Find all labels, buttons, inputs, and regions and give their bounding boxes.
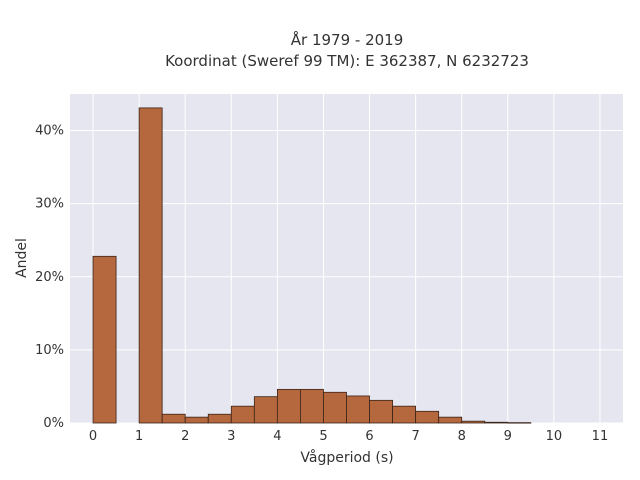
x-axis-ticks: 0 1 2 3 4 5 6 7 8 9 10 11 — [89, 429, 608, 444]
bar-1 — [138, 107, 163, 424]
bar-11 — [369, 399, 393, 424]
y-tick-label: 20% — [35, 270, 64, 285]
x-tick-label: 10 — [546, 429, 563, 444]
x-tick-label: 0 — [89, 429, 97, 444]
bars — [92, 107, 532, 424]
x-tick-label: 6 — [365, 429, 373, 444]
x-tick-label: 5 — [319, 429, 327, 444]
chart-title-line-2: Koordinat (Sweref 99 TM): E 362387, N 62… — [165, 52, 529, 70]
y-tick-label: 0% — [43, 416, 64, 431]
bar-4 — [207, 413, 232, 424]
y-axis-title: Andel — [14, 238, 30, 278]
chart-title: År 1979 - 2019 Koordinat (Sweref 99 TM):… — [165, 30, 529, 70]
bar-17 — [507, 422, 532, 424]
x-tick-label: 1 — [135, 429, 143, 444]
bar-12 — [392, 405, 417, 424]
bar-0 — [92, 255, 117, 424]
bar-3 — [184, 416, 209, 424]
bar-8 — [300, 388, 324, 424]
bar-10 — [346, 395, 370, 424]
y-tick-label: 30% — [35, 197, 64, 212]
y-axis-ticks: 0% 10% 20% 30% 40% — [35, 124, 64, 431]
x-tick-label: 8 — [458, 429, 466, 444]
chart-title-line-1: År 1979 - 2019 — [291, 30, 404, 49]
x-tick-label: 3 — [227, 429, 235, 444]
y-tick-label: 40% — [35, 124, 64, 139]
bar-6 — [253, 396, 278, 424]
bar-7 — [276, 388, 301, 424]
x-tick-label: 2 — [181, 429, 189, 444]
bar-2 — [161, 413, 186, 424]
x-tick-label: 7 — [411, 429, 419, 444]
x-tick-label: 4 — [273, 429, 281, 444]
bar-14 — [438, 416, 463, 424]
x-axis-title: Vågperiod (s) — [300, 449, 393, 466]
x-tick-label: 9 — [504, 429, 512, 444]
bar-5 — [230, 405, 255, 424]
y-tick-label: 10% — [35, 343, 64, 358]
bar-9 — [323, 391, 347, 424]
bar-15 — [461, 420, 486, 424]
x-tick-label: 11 — [592, 429, 609, 444]
bar-16 — [484, 421, 509, 424]
bar-13 — [415, 410, 440, 424]
